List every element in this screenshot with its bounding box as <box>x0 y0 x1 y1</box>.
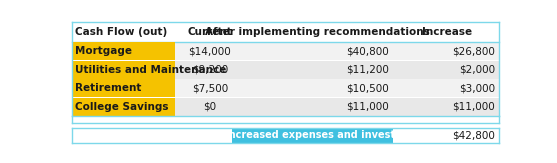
Text: $2,000: $2,000 <box>459 65 495 75</box>
Text: Total increased expenses and investments: Total increased expenses and investments <box>196 130 429 140</box>
Text: Retirement: Retirement <box>75 83 141 93</box>
Bar <box>72 79 499 97</box>
Text: $11,000: $11,000 <box>346 102 389 112</box>
Text: $7,500: $7,500 <box>192 83 228 93</box>
Bar <box>72 98 499 116</box>
Text: $11,200: $11,200 <box>346 65 389 75</box>
Text: $14,000: $14,000 <box>188 46 231 56</box>
Bar <box>72 42 175 60</box>
Text: $40,800: $40,800 <box>346 46 389 56</box>
Text: $3,000: $3,000 <box>459 83 495 93</box>
Text: $42,800: $42,800 <box>452 130 495 140</box>
Bar <box>72 61 175 79</box>
Bar <box>72 79 175 97</box>
Text: Cash Flow (out): Cash Flow (out) <box>75 27 168 37</box>
Text: $10,500: $10,500 <box>346 83 389 93</box>
Bar <box>72 22 499 42</box>
Bar <box>72 61 499 79</box>
Text: Mortgage: Mortgage <box>75 46 132 56</box>
Bar <box>72 98 175 116</box>
Text: $11,000: $11,000 <box>452 102 495 112</box>
Text: Current: Current <box>188 27 232 37</box>
Text: $9,200: $9,200 <box>192 65 228 75</box>
Text: After implementing recommendations: After implementing recommendations <box>206 27 430 37</box>
Text: Utilities and Maintenance: Utilities and Maintenance <box>75 65 227 75</box>
Text: College Savings: College Savings <box>75 102 169 112</box>
Bar <box>72 42 499 60</box>
Text: $0: $0 <box>203 102 217 112</box>
Text: Increase: Increase <box>422 27 472 37</box>
Bar <box>232 128 393 143</box>
Text: $26,800: $26,800 <box>452 46 495 56</box>
